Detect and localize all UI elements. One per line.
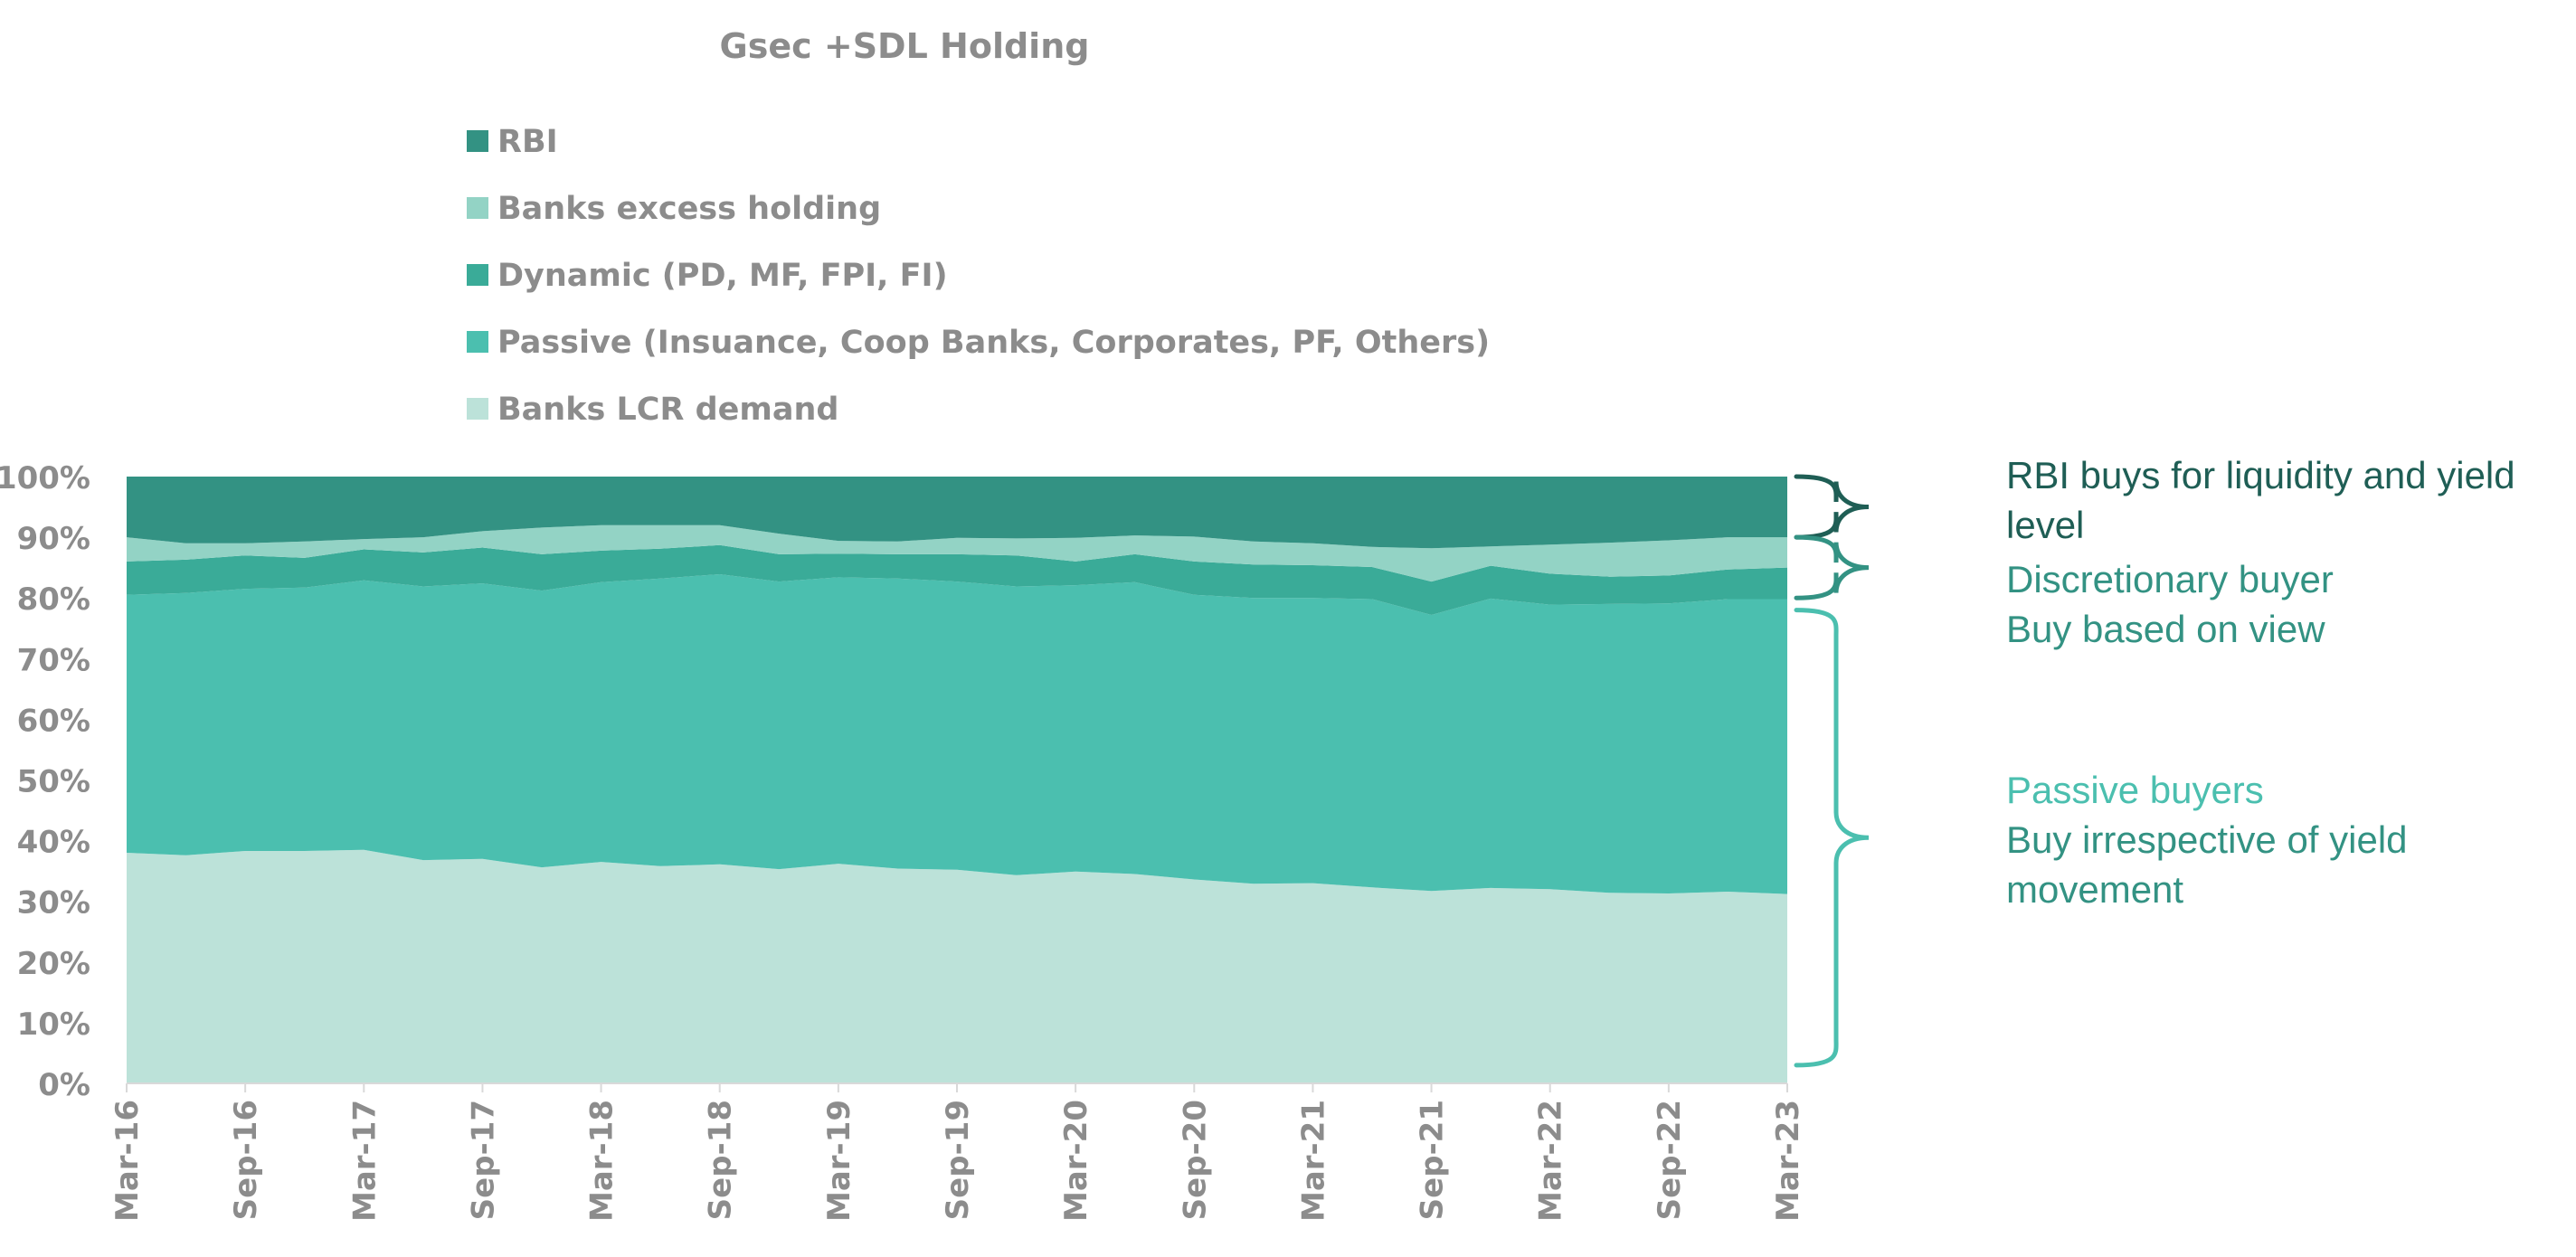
legend-label: Banks LCR demand xyxy=(497,392,838,428)
x-tick-label: Mar-20 xyxy=(1058,1100,1094,1222)
brace-rbi xyxy=(1794,474,1870,540)
brace-discretionary xyxy=(1794,534,1870,600)
area-banks-excess-holding xyxy=(127,525,1787,582)
x-tick-label: Sep-19 xyxy=(940,1100,976,1220)
x-tick-label: Sep-22 xyxy=(1652,1100,1688,1220)
annotation-line: Discretionary buyer xyxy=(2006,558,2334,600)
x-tick-label: Mar-17 xyxy=(346,1100,383,1222)
annotation-passive: Passive buyers Buy irrespective of yield m… xyxy=(1794,608,2408,1068)
x-tick-label: Sep-17 xyxy=(465,1100,501,1220)
legend-label: RBI xyxy=(497,124,558,160)
brace-passive xyxy=(1794,608,1870,1068)
legend-swatch xyxy=(467,130,488,152)
annotation-line: Buy based on view xyxy=(2006,608,2325,650)
x-tick-label: Sep-18 xyxy=(703,1100,739,1220)
x-tick-label: Mar-22 xyxy=(1533,1100,1569,1222)
annotation-discretionary: Discretionary buyer Buy based on view xyxy=(1794,534,2334,650)
y-tick-label: 10% xyxy=(17,1007,90,1043)
annotation-line: level xyxy=(2006,504,2084,546)
legend-item-rbi: RBI xyxy=(467,124,558,160)
y-tick-label: 80% xyxy=(17,581,90,618)
x-tick-label: Sep-16 xyxy=(228,1100,264,1220)
legend-item-banks-lcr-demand: Banks LCR demand xyxy=(467,392,838,428)
y-tick-label: 60% xyxy=(17,703,90,739)
area-rbi xyxy=(127,477,1787,549)
stacked-areas xyxy=(127,477,1787,1083)
axes: 0% 10% 20% 30% 40% 50% 60% 70% 80% 90% 100% Mar-16 S… xyxy=(0,460,1806,1222)
legend-swatch xyxy=(467,398,488,420)
x-tick-label: Mar-21 xyxy=(1295,1100,1331,1222)
area-passive-insuance-coop-banks-corporates-pf-others xyxy=(127,574,1787,894)
annotation-line: RBI buys for liquidity and yield xyxy=(2006,454,2515,496)
legend-swatch xyxy=(467,197,488,219)
legend-label: Passive (Insuance, Coop Banks, Corporate… xyxy=(497,325,1490,361)
y-tick-label: 40% xyxy=(17,825,90,861)
annotation-line: movement xyxy=(2006,868,2183,911)
legend-item-banks-excess-holding: Banks excess holding xyxy=(467,191,881,227)
x-tick-label: Sep-20 xyxy=(1177,1100,1213,1220)
chart-title: Gsec +SDL Holding xyxy=(720,26,1090,66)
legend-label: Dynamic (PD, MF, FPI, FI) xyxy=(497,258,948,294)
y-tick-label: 20% xyxy=(17,946,90,982)
x-tick-label: Mar-18 xyxy=(584,1100,620,1222)
y-tick-label: 100% xyxy=(0,460,90,496)
annotation-line: Buy irrespective of yield xyxy=(2006,818,2408,861)
y-tick-label: 0% xyxy=(38,1067,90,1103)
y-tick-label: 50% xyxy=(17,764,90,800)
y-tick-label: 90% xyxy=(17,521,90,557)
x-tick-label: Sep-21 xyxy=(1415,1100,1451,1220)
y-tick-label: 70% xyxy=(17,642,90,678)
annotations: RBI buys for liquidity and yieldlevelDis… xyxy=(1794,454,2515,1068)
x-tick-label: Mar-16 xyxy=(109,1100,146,1222)
y-tick-label: 30% xyxy=(17,885,90,921)
annotation-line: Passive buyers xyxy=(2006,769,2264,811)
area-banks-lcr-demand xyxy=(127,849,1787,1083)
x-tick-label: Mar-19 xyxy=(821,1100,857,1222)
legend-item-dynamic-pd-mf-fpi-fi: Dynamic (PD, MF, FPI, FI) xyxy=(467,258,948,294)
legend-label: Banks excess holding xyxy=(497,191,881,227)
legend: RBI Banks excess holding Dynamic (PD, MF, … xyxy=(467,124,1490,428)
legend-item-passive-insuance-coop-banks-corporates-pf-others: Passive (Insuance, Coop Banks, Corporate… xyxy=(467,325,1490,361)
annotation-rbi: RBI buys for liquidity and yield level xyxy=(1794,454,2515,546)
legend-swatch xyxy=(467,264,488,286)
x-tick-label: Mar-23 xyxy=(1770,1100,1806,1222)
legend-swatch xyxy=(467,331,488,353)
area-dynamic-pd-mf-fpi-fi xyxy=(127,544,1787,615)
